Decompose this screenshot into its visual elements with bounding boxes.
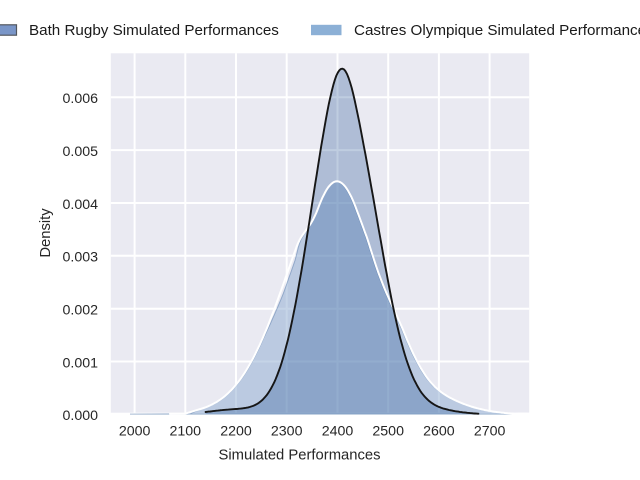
svg-text:2200: 2200 <box>220 424 252 440</box>
svg-text:2700: 2700 <box>474 424 506 440</box>
svg-text:0.005: 0.005 <box>62 144 98 160</box>
svg-text:0.004: 0.004 <box>62 197 98 213</box>
svg-text:2100: 2100 <box>170 424 202 440</box>
svg-text:Castres Olympique Simulated Pe: Castres Olympique Simulated Performances <box>354 22 640 39</box>
svg-text:0.000: 0.000 <box>62 408 98 424</box>
svg-text:2500: 2500 <box>372 424 404 440</box>
svg-text:0.001: 0.001 <box>62 355 98 371</box>
svg-text:0.006: 0.006 <box>62 91 98 107</box>
svg-text:0.003: 0.003 <box>62 250 98 266</box>
svg-text:2400: 2400 <box>322 424 354 440</box>
svg-text:2000: 2000 <box>119 424 151 440</box>
svg-text:Simulated Performances: Simulated Performances <box>218 448 380 464</box>
svg-text:Bath Rugby Simulated Performan: Bath Rugby Simulated Performances <box>29 22 279 39</box>
svg-text:Density: Density <box>38 208 54 258</box>
svg-text:2600: 2600 <box>423 424 455 440</box>
svg-text:0.002: 0.002 <box>62 303 98 319</box>
svg-text:2300: 2300 <box>271 424 303 440</box>
